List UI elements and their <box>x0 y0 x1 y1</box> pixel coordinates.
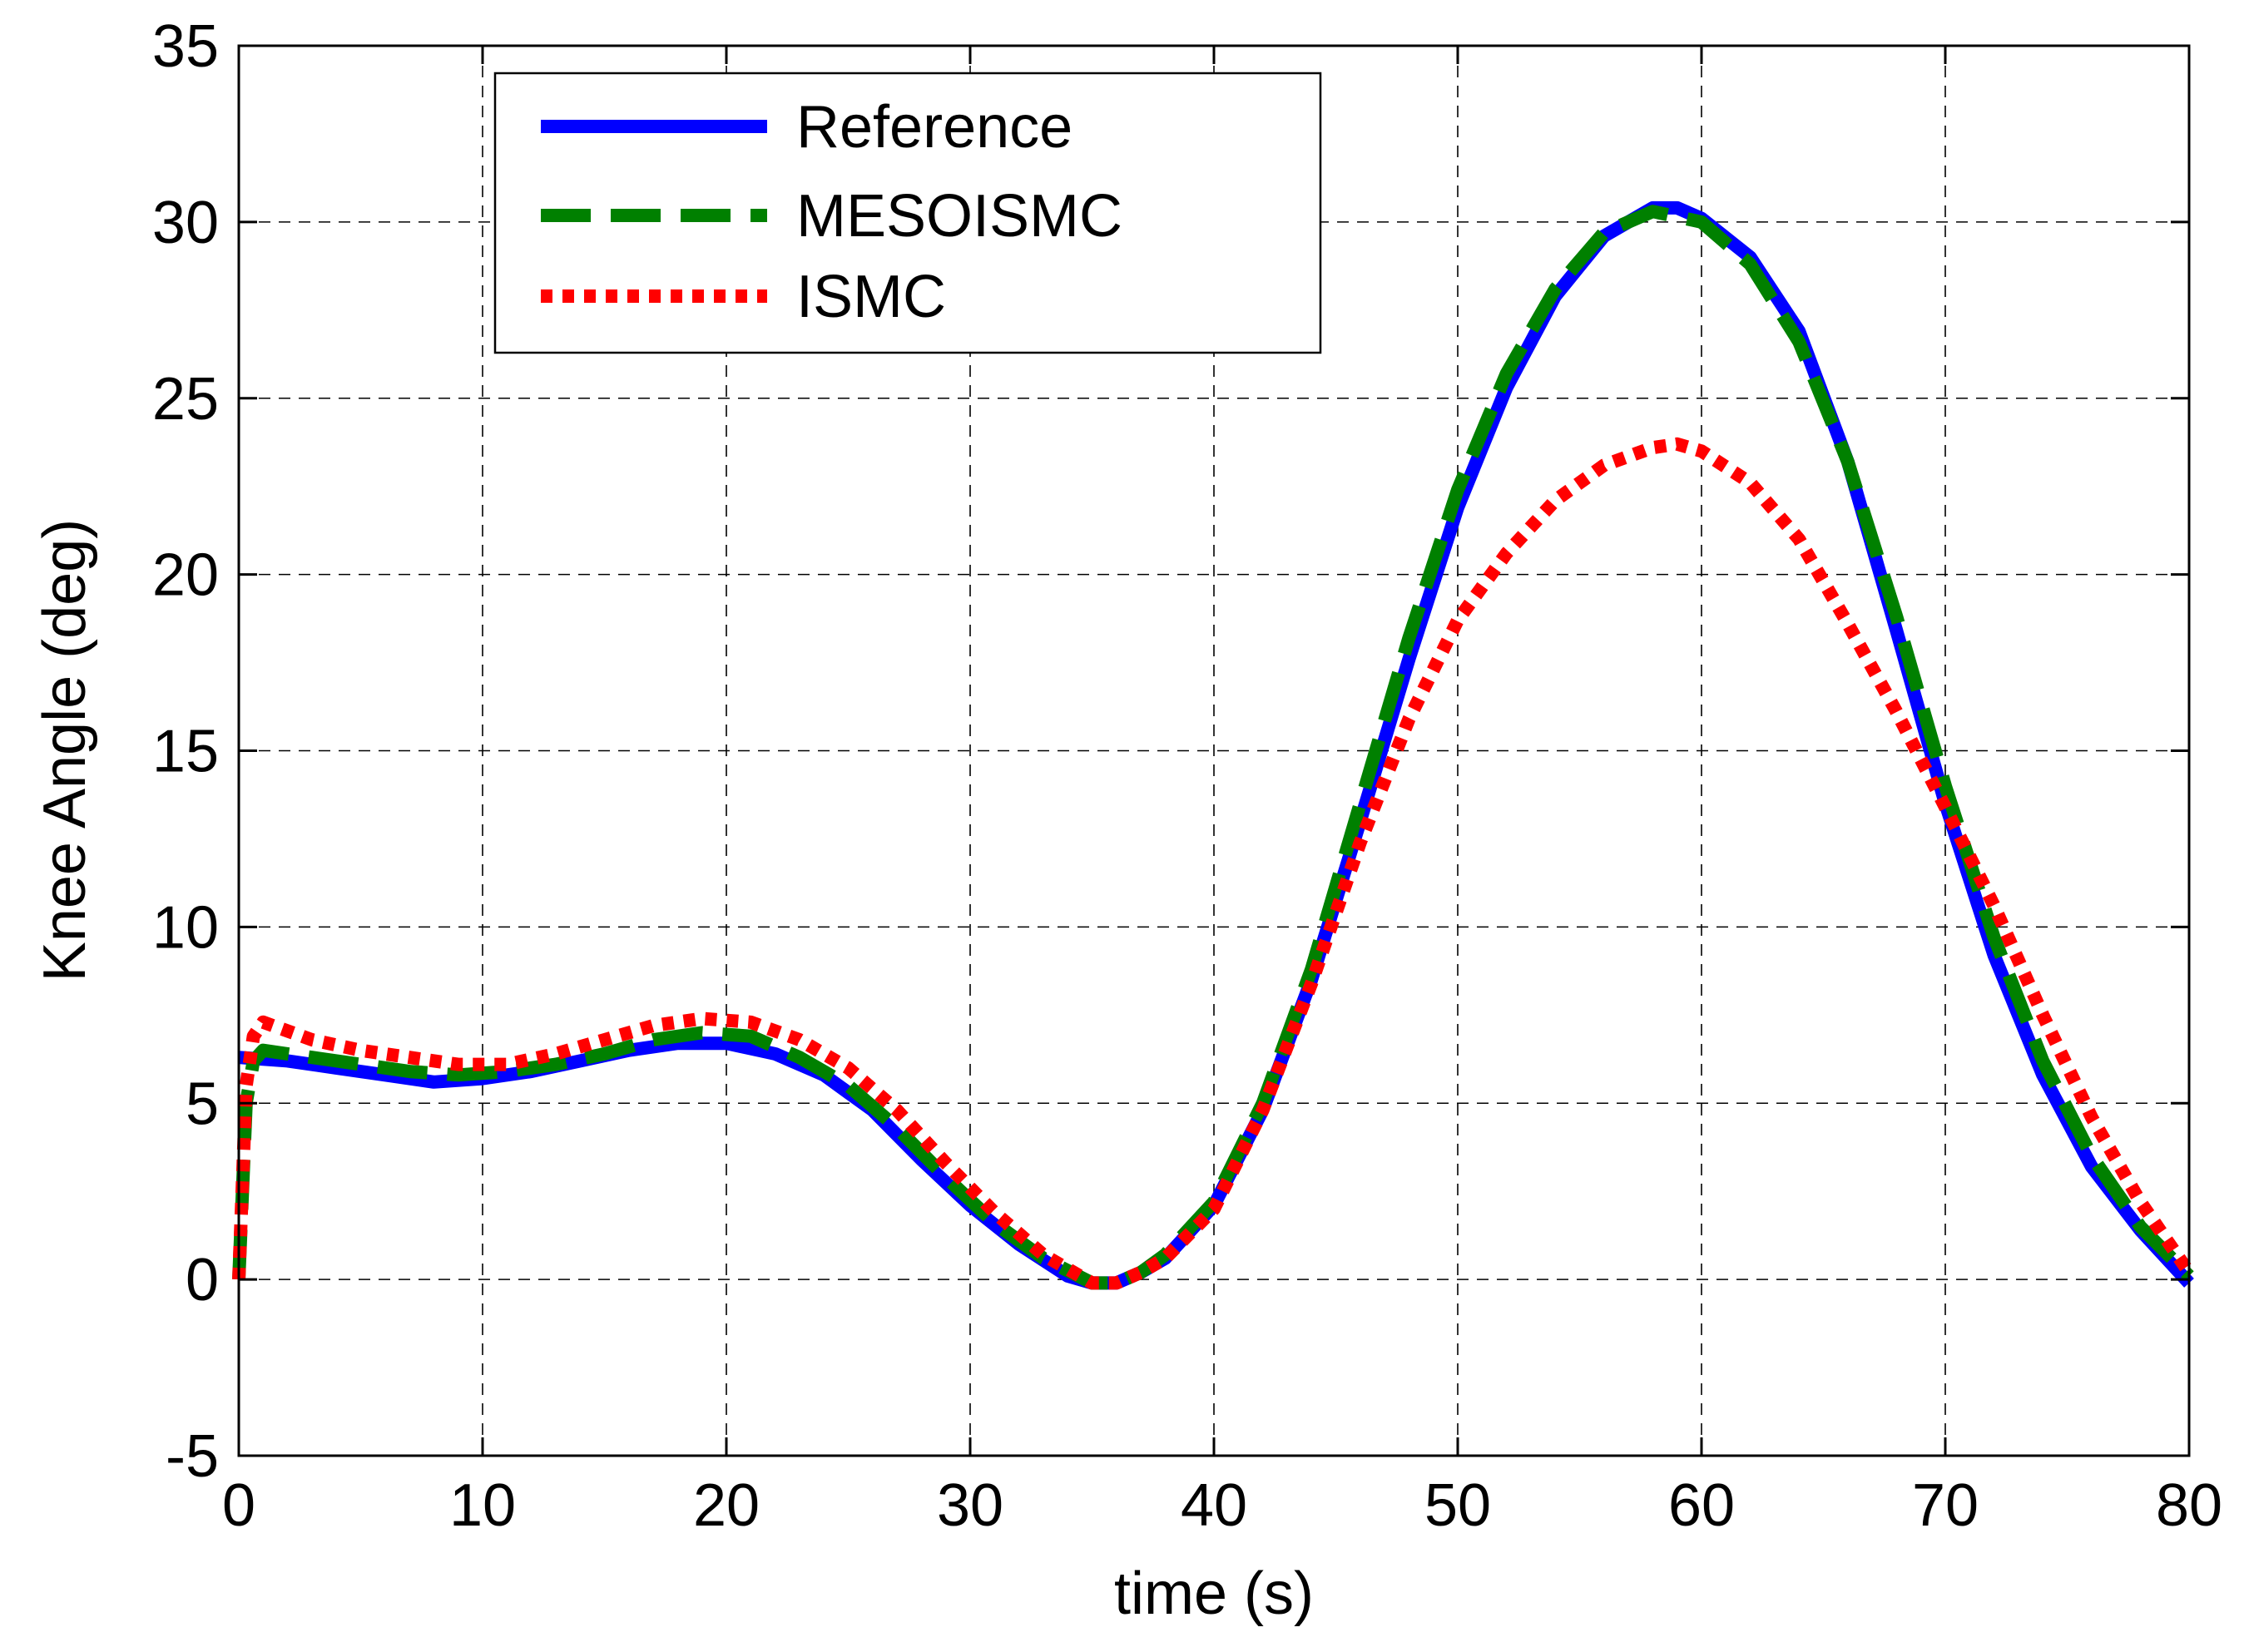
x-tick-label: 20 <box>693 1472 760 1539</box>
series-layer <box>232 200 2195 1290</box>
x-tick-label: 50 <box>1424 1472 1491 1539</box>
x-tick-label: 0 <box>222 1472 255 1539</box>
legend-label-mesoismc: MESOISMC <box>796 183 1122 250</box>
y-tick-label: 5 <box>186 1071 219 1137</box>
y-axis-label: Knee Angle (deg) <box>32 519 98 982</box>
y-tick-label: 20 <box>152 542 219 609</box>
x-tick-label: 70 <box>1912 1472 1979 1539</box>
y-tick-label: 30 <box>152 190 219 256</box>
legend-label-ismc: ISMC <box>796 264 946 330</box>
x-tick-label: 80 <box>2156 1472 2222 1539</box>
x-tick-label: 10 <box>449 1472 516 1539</box>
y-tick-label: 15 <box>152 719 219 785</box>
axis-ticks <box>237 44 2191 1457</box>
x-tick-label: 40 <box>1181 1472 1247 1539</box>
y-tick-label: 25 <box>152 366 219 433</box>
series-line-mesoismc <box>232 205 2194 1290</box>
x-tick-label: 60 <box>1668 1472 1735 1539</box>
y-tick-label: -5 <box>166 1423 219 1490</box>
series-line-ismc <box>232 437 2195 1290</box>
x-tick-label: 30 <box>937 1472 1003 1539</box>
y-tick-label: 0 <box>186 1247 219 1313</box>
x-axis-label: time (s) <box>1114 1560 1314 1627</box>
y-tick-label: 10 <box>152 894 219 961</box>
legend-label-reference: Reference <box>796 94 1072 161</box>
y-tick-label: 35 <box>152 13 219 80</box>
legend: Reference MESOISMC ISMC <box>493 72 1322 354</box>
